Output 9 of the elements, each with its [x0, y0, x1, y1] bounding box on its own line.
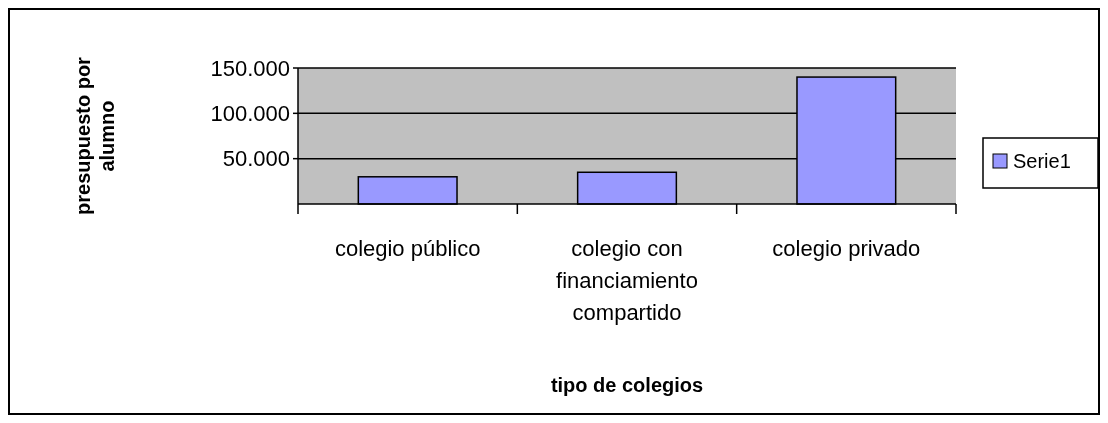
x-tick-label: colegio con financiamiento compartido — [556, 236, 698, 325]
legend-label: Serie1 — [1013, 150, 1071, 172]
x-tick-label: colegio privado — [772, 236, 921, 261]
y-axis-title: presupuesto por alumno — [72, 56, 118, 215]
y-tick-label: 50.000 — [222, 146, 290, 172]
y-tick-label: 100.000 — [210, 101, 290, 127]
y-tick-label: 150.000 — [210, 55, 290, 81]
x-axis-title: tipo de colegios — [550, 374, 704, 396]
x-tick-label: colegio público — [334, 236, 481, 261]
